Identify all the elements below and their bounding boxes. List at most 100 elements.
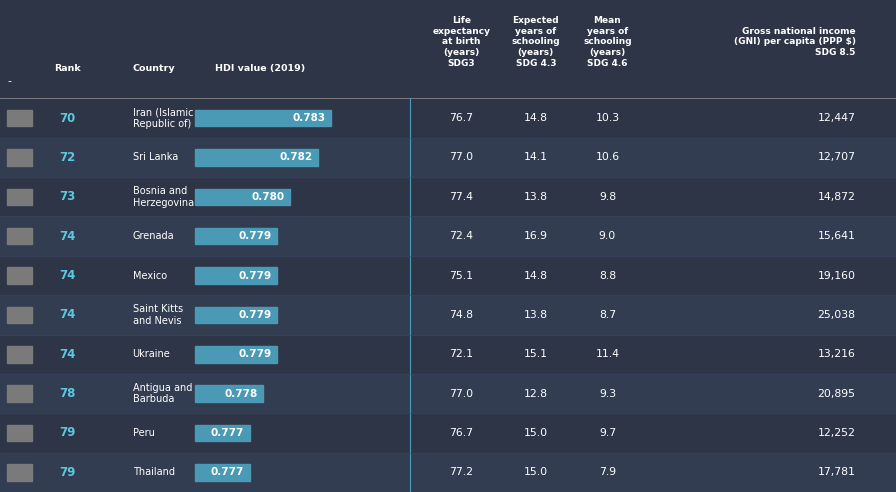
Text: 0.782: 0.782 — [279, 153, 312, 162]
Text: 12,447: 12,447 — [818, 113, 856, 123]
Text: 78: 78 — [59, 387, 75, 400]
Bar — [7, 346, 32, 363]
Bar — [195, 267, 277, 284]
Text: Grenada: Grenada — [133, 231, 174, 241]
Text: Gross national income
(GNI) per capita (PPP $)
SDG 8.5: Gross national income (GNI) per capita (… — [734, 27, 856, 57]
Bar — [0, 216, 896, 256]
Text: 8.8: 8.8 — [599, 271, 616, 280]
Text: 9.0: 9.0 — [599, 231, 616, 241]
Text: 0.780: 0.780 — [252, 192, 285, 202]
Bar — [7, 307, 32, 323]
Text: HDI value (2019): HDI value (2019) — [215, 64, 305, 73]
Bar — [0, 374, 896, 413]
Text: 74: 74 — [59, 230, 75, 243]
Text: 10.6: 10.6 — [596, 153, 619, 162]
Text: 76.7: 76.7 — [450, 113, 473, 123]
Text: 74: 74 — [59, 308, 75, 321]
Text: Thailand: Thailand — [133, 467, 175, 477]
Bar — [7, 385, 32, 402]
Text: 0.777: 0.777 — [211, 428, 245, 438]
Text: 72.4: 72.4 — [450, 231, 473, 241]
Text: 17,781: 17,781 — [818, 467, 856, 477]
Text: 72.1: 72.1 — [450, 349, 473, 359]
Text: 74: 74 — [59, 348, 75, 361]
Text: 13.8: 13.8 — [524, 310, 547, 320]
Text: Mean
years of
schooling
(years)
SDG 4.6: Mean years of schooling (years) SDG 4.6 — [583, 16, 632, 68]
Text: 74.8: 74.8 — [450, 310, 473, 320]
Text: Ukraine: Ukraine — [133, 349, 170, 359]
Text: 13.8: 13.8 — [524, 192, 547, 202]
Text: 20,895: 20,895 — [818, 389, 856, 399]
Text: 0.779: 0.779 — [238, 349, 271, 359]
Text: 9.8: 9.8 — [599, 192, 616, 202]
Text: 0.783: 0.783 — [293, 113, 326, 123]
Bar — [7, 464, 32, 481]
Bar — [195, 425, 250, 441]
Text: Sri Lanka: Sri Lanka — [133, 153, 178, 162]
Text: 79: 79 — [59, 466, 75, 479]
Text: 77.0: 77.0 — [450, 153, 473, 162]
Text: 9.7: 9.7 — [599, 428, 616, 438]
Text: 77.0: 77.0 — [450, 389, 473, 399]
Text: 14.1: 14.1 — [524, 153, 547, 162]
Bar — [7, 425, 32, 441]
Bar — [7, 267, 32, 284]
Text: 74: 74 — [59, 269, 75, 282]
Text: 14.8: 14.8 — [524, 271, 547, 280]
Text: 70: 70 — [59, 112, 75, 124]
Text: 11.4: 11.4 — [596, 349, 619, 359]
Text: 15.0: 15.0 — [524, 428, 547, 438]
Text: Antigua and
Barbuda: Antigua and Barbuda — [133, 383, 192, 404]
Text: 12,707: 12,707 — [818, 153, 856, 162]
Text: 14,872: 14,872 — [818, 192, 856, 202]
Text: 15.0: 15.0 — [524, 467, 547, 477]
Text: 13,216: 13,216 — [818, 349, 856, 359]
Bar — [195, 188, 290, 205]
Text: Country: Country — [133, 64, 176, 73]
Bar — [7, 110, 32, 126]
Text: 0.777: 0.777 — [211, 467, 245, 477]
Bar — [195, 346, 277, 363]
Text: 16.9: 16.9 — [524, 231, 547, 241]
Text: 19,160: 19,160 — [818, 271, 856, 280]
Text: Rank: Rank — [54, 64, 81, 73]
Bar — [195, 110, 332, 126]
Text: 10.3: 10.3 — [596, 113, 619, 123]
Text: Peru: Peru — [133, 428, 154, 438]
Text: 77.4: 77.4 — [450, 192, 473, 202]
Text: 0.778: 0.778 — [225, 389, 258, 399]
Text: 76.7: 76.7 — [450, 428, 473, 438]
Text: 75.1: 75.1 — [450, 271, 473, 280]
Bar — [7, 228, 32, 245]
Text: 7.9: 7.9 — [599, 467, 616, 477]
Text: Iran (Islamic
Republic of): Iran (Islamic Republic of) — [133, 107, 194, 129]
Text: 14.8: 14.8 — [524, 113, 547, 123]
Bar — [195, 149, 317, 166]
Bar — [0, 453, 896, 492]
Text: 79: 79 — [59, 427, 75, 439]
Bar — [7, 188, 32, 205]
Text: 12.8: 12.8 — [524, 389, 547, 399]
Text: Bosnia and
Herzegovina: Bosnia and Herzegovina — [133, 186, 194, 208]
Text: 15,641: 15,641 — [818, 231, 856, 241]
Bar — [0, 138, 896, 177]
Text: -: - — [7, 76, 11, 86]
Text: 15.1: 15.1 — [524, 349, 547, 359]
Text: 0.779: 0.779 — [238, 310, 271, 320]
Text: 8.7: 8.7 — [599, 310, 616, 320]
Bar — [7, 149, 32, 166]
Text: Saint Kitts
and Nevis: Saint Kitts and Nevis — [133, 304, 183, 326]
Bar — [195, 228, 277, 245]
Bar — [195, 464, 250, 481]
Text: Mexico: Mexico — [133, 271, 167, 280]
Bar — [195, 307, 277, 323]
Text: Life
expectancy
at birth
(years)
SDG3: Life expectancy at birth (years) SDG3 — [433, 16, 490, 68]
Text: 0.779: 0.779 — [238, 231, 271, 241]
Text: Expected
years of
schooling
(years)
SDG 4.3: Expected years of schooling (years) SDG … — [512, 16, 560, 68]
Text: 12,252: 12,252 — [818, 428, 856, 438]
Text: 9.3: 9.3 — [599, 389, 616, 399]
Text: 73: 73 — [59, 190, 75, 203]
Text: 0.779: 0.779 — [238, 271, 271, 280]
Text: 77.2: 77.2 — [450, 467, 473, 477]
Text: 72: 72 — [59, 151, 75, 164]
